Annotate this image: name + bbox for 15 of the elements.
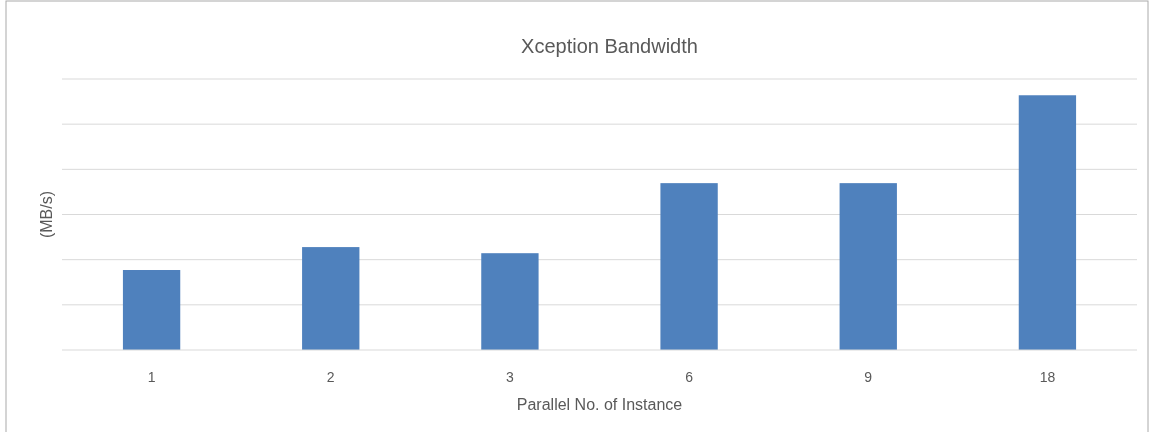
x-tick-label: 18 [1039,369,1056,385]
x-tick-label: 9 [864,369,873,385]
bar [481,253,539,350]
bar [839,183,897,350]
x-tick-label: 3 [506,369,515,385]
bar [302,247,360,350]
chart-title: Xception Bandwidth [521,35,698,57]
y-axis-title: (MB/s) [38,190,55,239]
x-tick-label: 2 [326,369,335,385]
x-axis-title: Parallel No. of Instance [516,396,683,413]
bar [1018,95,1077,350]
x-tick-label: 1 [147,369,156,385]
bar [122,270,181,350]
bar [660,183,718,350]
x-tick-label: 6 [685,369,694,385]
